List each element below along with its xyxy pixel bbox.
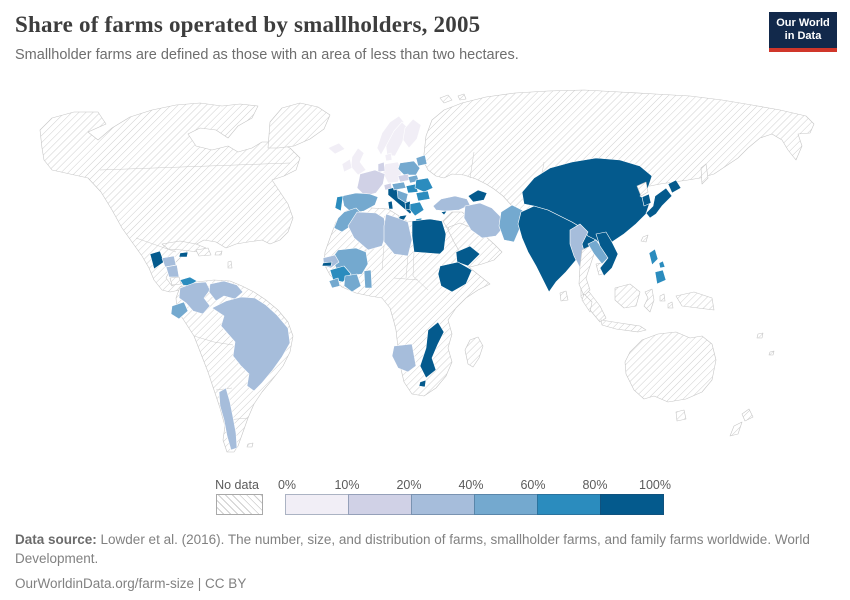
country-france[interactable] [356, 169, 386, 197]
legend-tick: 100% [639, 478, 671, 492]
country-bulgaria[interactable] [415, 190, 431, 202]
country-sakhalin[interactable] [700, 163, 709, 185]
legend-swatch-40-60[interactable] [474, 494, 538, 515]
country-south-korea[interactable] [641, 193, 652, 207]
country-algeria[interactable] [347, 211, 388, 251]
country-romania[interactable] [414, 177, 434, 193]
world-map-svg [39, 89, 815, 453]
country-nicaragua[interactable] [165, 264, 180, 278]
country-new-guinea[interactable] [675, 291, 715, 311]
country-finland[interactable] [402, 118, 422, 149]
country-gambia[interactable] [321, 261, 333, 267]
chart-subtitle: Smallholder farms are defined as those w… [15, 47, 519, 63]
owid-logo-line2: in Data [784, 30, 822, 42]
country-ecuador[interactable] [170, 301, 189, 320]
country-namibia[interactable] [391, 343, 417, 373]
country-taiwan[interactable] [640, 234, 649, 243]
country-sulawesi[interactable] [643, 288, 655, 313]
country-moluccas[interactable] [659, 293, 674, 309]
country-java[interactable] [600, 319, 647, 333]
legend-swatch-0-10[interactable] [285, 494, 349, 515]
country-baltics[interactable] [415, 154, 428, 167]
country-norway[interactable] [376, 115, 405, 156]
legend-tick: 60% [520, 478, 546, 492]
chart-header: Share of farms operated by smallholders,… [15, 12, 755, 63]
country-sri-lanka[interactable] [559, 290, 569, 302]
country-pacific-islands[interactable] [756, 332, 775, 356]
legend-tick: 0% [277, 478, 297, 492]
country-borneo[interactable] [614, 283, 641, 309]
footer-link[interactable]: OurWorldinData.org/farm-size | CC BY [15, 576, 247, 591]
country-egypt[interactable] [411, 218, 447, 255]
legend-tick: 10% [334, 478, 360, 492]
country-philippines[interactable] [648, 248, 667, 285]
chart-title: Share of farms operated by smallholders,… [15, 12, 481, 37]
legend-swatch-80-100[interactable] [600, 494, 664, 515]
country-lesotho[interactable] [418, 379, 427, 388]
data-source-line: Data source: Lowder et al. (2016). The n… [15, 530, 815, 568]
owid-logo-line1: Our World [776, 17, 830, 29]
data-source-label: Data source: [15, 532, 97, 547]
data-source-text: Lowder et al. (2016). The number, size, … [15, 532, 810, 566]
country-iran[interactable] [463, 202, 504, 239]
chart-footer: Data source: Lowder et al. (2016). The n… [15, 530, 815, 593]
country-spain[interactable] [341, 192, 379, 214]
country-vietnam[interactable] [595, 231, 619, 277]
country-svalbard[interactable] [439, 93, 467, 104]
legend-tick: 20% [396, 478, 422, 492]
country-japan[interactable] [645, 179, 682, 219]
country-ivory-coast[interactable] [343, 273, 362, 293]
country-australia[interactable] [624, 331, 717, 403]
map-legend: No data 0% 10% 20% 40% 60% 80% 100% [0, 476, 850, 518]
country-jamaica[interactable] [178, 251, 189, 258]
legend-tick: 80% [582, 478, 608, 492]
country-brazil[interactable] [211, 296, 291, 392]
country-yemen[interactable] [455, 245, 481, 267]
country-cyprus[interactable] [440, 210, 448, 216]
country-new-zealand[interactable] [729, 408, 754, 437]
country-benin-togo[interactable] [363, 269, 373, 289]
country-iceland[interactable] [327, 142, 346, 155]
legend-tick: 40% [458, 478, 484, 492]
world-map [0, 82, 850, 474]
country-china[interactable] [521, 157, 653, 247]
country-benelux[interactable] [377, 161, 386, 173]
country-colombia[interactable] [178, 281, 211, 315]
country-costa-rica[interactable] [169, 276, 182, 286]
country-libya[interactable] [383, 213, 413, 257]
country-chile[interactable] [218, 387, 238, 451]
country-mozambique[interactable] [419, 321, 445, 379]
country-madagascar[interactable] [464, 336, 484, 368]
legend-swatch-20-40[interactable] [411, 494, 475, 515]
country-ethiopia[interactable] [437, 261, 473, 293]
legend-color-bar [285, 494, 664, 515]
country-united-kingdom[interactable] [350, 147, 367, 176]
owid-logo[interactable]: Our World in Data [769, 12, 837, 52]
country-malay-peninsula[interactable] [581, 293, 593, 313]
country-falkland-islands[interactable] [246, 442, 254, 448]
legend-no-data-swatch[interactable] [216, 494, 263, 515]
country-austria[interactable] [391, 181, 407, 191]
country-lesser-antilles[interactable] [214, 250, 233, 269]
country-eurasia[interactable] [423, 89, 815, 217]
country-ireland[interactable] [341, 158, 353, 173]
country-sierra-leone[interactable] [328, 277, 341, 289]
country-morocco[interactable] [333, 207, 363, 233]
country-north-korea[interactable] [636, 181, 649, 197]
country-turkey[interactable] [432, 195, 471, 212]
country-greece[interactable] [409, 201, 425, 223]
country-north-america[interactable] [39, 102, 301, 293]
legend-no-data-label: No data [215, 478, 259, 492]
legend-swatch-10-20[interactable] [348, 494, 412, 515]
legend-swatch-60-80[interactable] [537, 494, 601, 515]
country-tasmania[interactable] [675, 409, 687, 422]
country-portugal[interactable] [334, 195, 344, 212]
country-denmark[interactable] [384, 152, 393, 162]
country-greenland[interactable] [267, 102, 331, 149]
country-hispaniola[interactable] [195, 247, 212, 257]
country-caucasus[interactable] [467, 189, 488, 203]
